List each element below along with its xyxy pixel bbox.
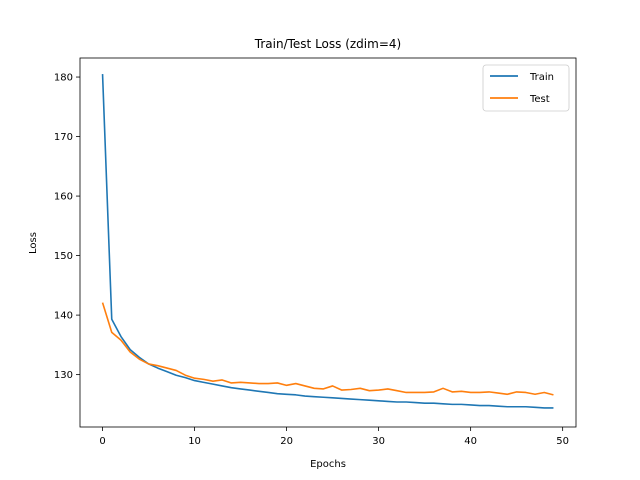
legend-box: [482, 64, 570, 112]
legend-label-train: Train: [529, 72, 554, 83]
legend: Train Test: [482, 64, 570, 112]
x-tick-label: 50: [556, 436, 569, 447]
chart-title: Train/Test Loss (zdim=4): [254, 37, 401, 51]
y-tick-label: 130: [54, 370, 73, 381]
y-axis-label: Loss: [28, 232, 39, 254]
y-tick-label: 180: [54, 73, 73, 84]
legend-label-test: Test: [529, 94, 550, 105]
x-tick-label: 0: [99, 436, 105, 447]
y-tick-label: 140: [54, 311, 73, 322]
plot-area: [101, 74, 554, 409]
x-axis-label: Epochs: [310, 459, 346, 470]
x-tick-label: 20: [280, 436, 293, 447]
y-tick-label: 160: [54, 192, 73, 203]
x-tick-label: 10: [188, 436, 201, 447]
plot-frame: [79, 57, 577, 428]
y-tick-label: 170: [54, 132, 73, 143]
x-tick-label: 40: [464, 436, 477, 447]
y-tick-label: 150: [54, 251, 73, 262]
x-axis: 0 10 20 30 40 50: [99, 427, 569, 447]
x-tick-label: 30: [372, 436, 385, 447]
y-axis: 130 140 150 160 170 180: [54, 73, 80, 381]
series-line-train: [101, 74, 554, 409]
series-line-test: [101, 302, 554, 396]
